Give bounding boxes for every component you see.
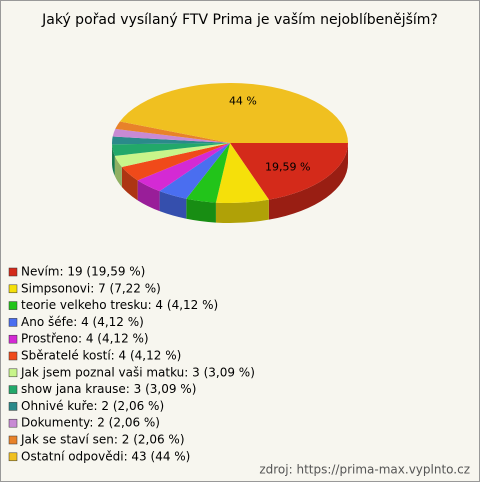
pie-slice: [215, 143, 269, 204]
pie-slice: [121, 143, 230, 181]
pie-slice: [114, 143, 230, 168]
legend-swatch: [8, 301, 18, 310]
pie-side: [121, 167, 138, 201]
pie-side: [114, 155, 122, 188]
legend-label: Ostatní odpovědi: 43 (44 %): [21, 449, 190, 463]
legend-label: Ano šéfe: 4 (4,12 %): [21, 315, 144, 329]
legend-swatch: [8, 385, 18, 394]
legend-swatch: [8, 418, 18, 428]
legend-label: Jak jsem poznal vaši matku: 3 (3,09 %): [20, 365, 255, 379]
pie-side: [215, 199, 269, 224]
legend-label: Prostřeno: 4 (4,12 %): [21, 332, 149, 346]
pie-slice: [159, 143, 230, 199]
legend-swatch: [8, 402, 18, 411]
pie-slice: [137, 143, 230, 192]
pie-slice: [115, 121, 230, 143]
legend-label: teorie velkeho tresku: 4 (4,12 %): [21, 298, 218, 312]
legend-swatch: [8, 452, 18, 462]
legend-swatch: [8, 334, 18, 344]
pie-slice: [112, 128, 230, 143]
data-label: 19,59 %: [265, 160, 310, 173]
legend-label: Simpsonovi: 7 (7,22 %): [21, 281, 161, 295]
legend-label: Dokumenty: 2 (2,06 %): [21, 416, 160, 430]
legend-label: Ohnivé kuře: 2 (2,06 %): [21, 399, 164, 413]
legend-swatch: [8, 368, 18, 378]
legend-swatch: [8, 267, 18, 277]
legend-label: Jak se staví sen: 2 (2,06 %): [20, 433, 185, 447]
pie-slice: [112, 143, 230, 156]
data-label: 44 %: [229, 95, 257, 108]
source: zdroj: https://prima-max.vyplnto.cz: [259, 463, 470, 477]
pie-slice: [186, 143, 230, 203]
legend-label: show jana krause: 3 (3,09 %): [21, 382, 196, 396]
legend-swatch: [8, 351, 18, 361]
pie-side: [159, 191, 187, 219]
legend-label: Nevím: 19 (19,59 %): [21, 265, 145, 279]
legend-label: Sběratelé kostí: 4 (4,12 %): [21, 349, 181, 363]
pie-slice: [119, 83, 349, 143]
chart-title: Jaký pořad vysílaný FTV Prima je vaším n…: [41, 12, 438, 28]
legend-swatch: [8, 318, 18, 327]
pie-side: [268, 143, 348, 220]
pie-slice: [230, 143, 348, 200]
pie-slice: [111, 136, 230, 145]
pie-side: [112, 144, 115, 176]
legend-swatch: [8, 435, 18, 445]
pie-side: [137, 180, 160, 212]
pie-side: [186, 198, 216, 223]
legend-swatch: [8, 284, 18, 294]
